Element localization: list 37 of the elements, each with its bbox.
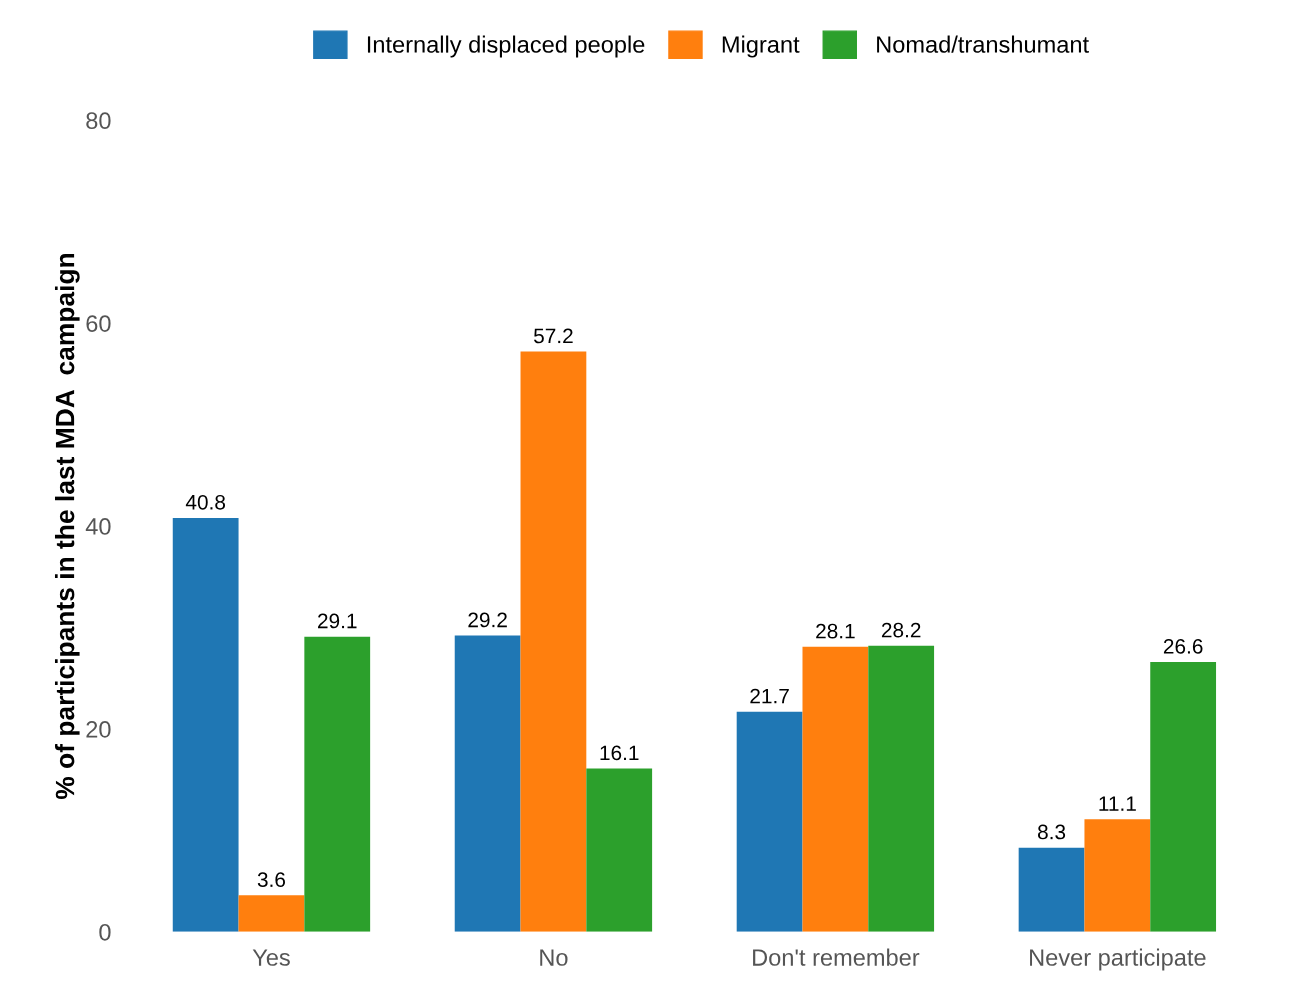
data-label: 3.6 (257, 872, 286, 888)
data-label: 29.2 (468, 612, 507, 628)
data-label: 11.1 (1099, 796, 1136, 811)
bar (304, 636, 371, 932)
data-label: 29.1 (318, 613, 357, 629)
bar (454, 635, 521, 932)
y-tick-label: 20 (86, 721, 111, 738)
x-tick-label: Never participate (1030, 948, 1206, 971)
legend-label: Nomad/transhumant (877, 35, 1089, 53)
bar (736, 711, 803, 932)
x-tick-label: Don't remember (753, 948, 920, 966)
data-label: 21.7 (750, 688, 789, 704)
data-label: 57.2 (533, 328, 573, 344)
y-axis-title: % of participants in the last MDA campaign (54, 253, 80, 800)
bar (520, 351, 587, 932)
data-label: 40.8 (185, 494, 226, 510)
bar (586, 768, 653, 932)
bar (238, 895, 305, 932)
y-tick-label: 60 (86, 315, 111, 332)
bar (1150, 662, 1217, 932)
x-tick-label: Yes (252, 949, 290, 966)
x-tick-label: No (540, 949, 568, 966)
legend-label: Migrant (722, 35, 800, 58)
data-label: 28.1 (816, 623, 855, 639)
y-tick-label: 80 (86, 112, 111, 130)
data-label: 8.3 (1037, 824, 1066, 840)
data-label: 28.2 (881, 622, 921, 638)
bar (172, 517, 239, 932)
bar (1018, 847, 1085, 932)
bar (802, 646, 869, 932)
data-label: 26.6 (1163, 638, 1203, 654)
y-tick-label: 0 (99, 923, 111, 941)
legend-label: Internally displaced people (367, 35, 645, 58)
bar (868, 645, 935, 932)
bar (1084, 819, 1151, 932)
data-label: 16.1 (600, 745, 639, 761)
y-tick-label: 40 (85, 518, 111, 535)
